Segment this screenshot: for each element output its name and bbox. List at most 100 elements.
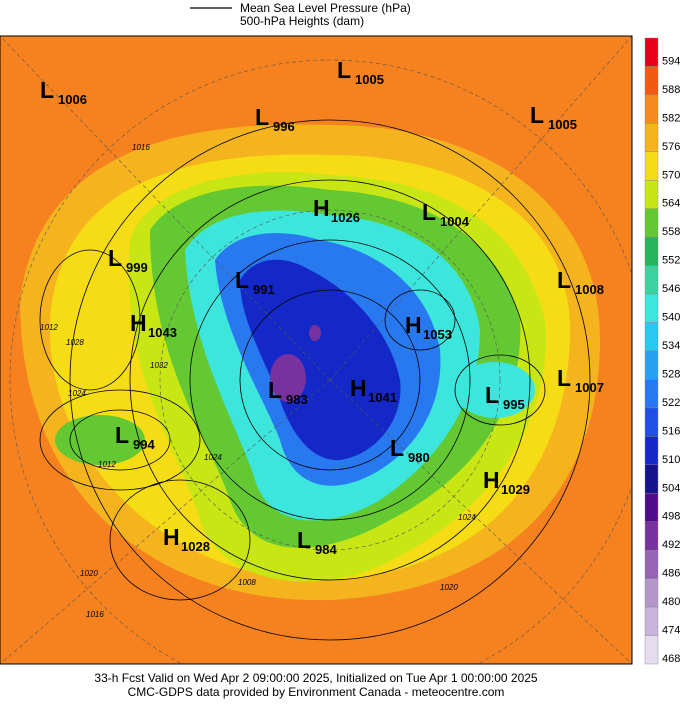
center-pressure: 1041 bbox=[368, 390, 397, 405]
colorbar-swatch bbox=[644, 180, 659, 209]
footer-text: CMC-GDPS data provided by Environment Ca… bbox=[128, 685, 505, 699]
colorbar-tick-label: 564 bbox=[662, 198, 680, 210]
center-letter: H bbox=[163, 524, 180, 550]
center-letter: L bbox=[108, 245, 122, 271]
colorbar-swatch bbox=[644, 493, 659, 522]
colorbar-swatch bbox=[644, 236, 659, 266]
center-letter: L bbox=[255, 104, 269, 130]
center-letter: H bbox=[313, 195, 330, 221]
center-pressure: 1007 bbox=[575, 380, 604, 395]
colorbar-tick-label: 576 bbox=[662, 141, 680, 153]
colorbar-tick-label: 552 bbox=[662, 255, 680, 267]
center-letter: H bbox=[483, 467, 500, 493]
center-pressure: 1053 bbox=[423, 327, 452, 342]
center-pressure: 994 bbox=[133, 437, 155, 452]
colorbar-swatch bbox=[644, 350, 659, 380]
isobar-label: 1032 bbox=[150, 361, 168, 370]
colorbar-tick-label: 546 bbox=[662, 283, 680, 295]
legend-text: Mean Sea Level Pressure (hPa) bbox=[240, 1, 411, 15]
legend-text: 500-hPa Heights (dam) bbox=[240, 14, 364, 28]
colorbar-tick-label: 492 bbox=[662, 539, 680, 551]
isobar-label: 1008 bbox=[238, 578, 256, 587]
colorbar-swatch bbox=[644, 635, 659, 665]
colorbar-swatch bbox=[644, 549, 659, 579]
colorbar-tick-label: 480 bbox=[662, 596, 680, 608]
center-letter: H bbox=[130, 310, 147, 336]
isobar-label: 1024 bbox=[68, 389, 86, 398]
center-pressure: 1008 bbox=[575, 282, 604, 297]
colorbar-tick-label: 528 bbox=[662, 368, 680, 380]
colorbar-swatch bbox=[644, 464, 659, 494]
colorbar-swatch bbox=[644, 521, 659, 551]
center-letter: H bbox=[405, 312, 422, 338]
colorbar-tick-label: 498 bbox=[662, 511, 680, 523]
colorbar-swatch bbox=[644, 322, 659, 352]
colorbar-tick-label: 474 bbox=[662, 625, 680, 637]
center-pressure: 1029 bbox=[501, 482, 530, 497]
colorbar-tick-label: 570 bbox=[662, 169, 680, 181]
map-fill bbox=[0, 36, 632, 664]
isobar-label: 1024 bbox=[458, 513, 476, 522]
colorbar-tick-label: 468 bbox=[662, 653, 680, 665]
colorbar-swatch bbox=[644, 94, 659, 124]
center-letter: L bbox=[337, 57, 351, 83]
colorbar-swatch bbox=[644, 606, 659, 636]
center-pressure: 1026 bbox=[331, 210, 360, 225]
center-letter: L bbox=[557, 365, 571, 391]
colorbar-swatch bbox=[644, 407, 659, 437]
center-letter: L bbox=[530, 102, 544, 128]
colorbar-swatch bbox=[644, 379, 659, 409]
center-letter: L bbox=[557, 267, 571, 293]
colorbar-swatch bbox=[644, 37, 659, 67]
colorbar-tick-label: 588 bbox=[662, 84, 680, 96]
center-pressure: 983 bbox=[286, 392, 308, 407]
isobar-label: 1020 bbox=[80, 569, 98, 578]
center-letter: H bbox=[350, 375, 367, 401]
colorbar-swatch bbox=[644, 436, 659, 466]
colorbar-tick-label: 534 bbox=[662, 340, 680, 352]
isobar-label: 1024 bbox=[204, 453, 222, 462]
center-letter: L bbox=[268, 377, 282, 403]
colorbar-tick-label: 582 bbox=[662, 112, 680, 124]
colorbar-swatch bbox=[644, 151, 659, 181]
colorbar-swatch bbox=[644, 66, 659, 96]
center-letter: L bbox=[422, 199, 436, 225]
center-letter: L bbox=[390, 435, 404, 461]
colorbar-tick-label: 522 bbox=[662, 397, 680, 409]
colorbar-tick-label: 504 bbox=[662, 482, 680, 494]
colorbar-tick-label: 540 bbox=[662, 312, 680, 324]
isobar-label: 1020 bbox=[440, 583, 458, 592]
isobar-label: 1016 bbox=[132, 143, 150, 152]
isobar-label: 1016 bbox=[86, 610, 104, 619]
center-letter: L bbox=[297, 527, 311, 553]
footer-text: 33-h Fcst Valid on Wed Apr 2 09:00:00 20… bbox=[94, 671, 538, 685]
center-pressure: 991 bbox=[253, 282, 275, 297]
colorbar-tick-label: 558 bbox=[662, 226, 680, 238]
center-pressure: 1043 bbox=[148, 325, 177, 340]
center-letter: L bbox=[115, 422, 129, 448]
center-pressure: 984 bbox=[315, 542, 337, 557]
colorbar-swatch bbox=[644, 123, 659, 153]
center-pressure: 1004 bbox=[440, 214, 470, 229]
map-frame bbox=[0, 35, 633, 665]
colorbar-tick-label: 486 bbox=[662, 568, 680, 580]
center-pressure: 996 bbox=[273, 119, 295, 134]
center-pressure: 1006 bbox=[58, 92, 87, 107]
center-pressure: 1005 bbox=[355, 72, 384, 87]
colorbar-swatch bbox=[644, 578, 659, 608]
center-pressure: 1005 bbox=[548, 117, 577, 132]
isobar-label: 1028 bbox=[66, 338, 84, 347]
center-pressure: 1028 bbox=[181, 539, 210, 554]
center-letter: L bbox=[40, 77, 54, 103]
colorbar-tick-label: 510 bbox=[662, 454, 680, 466]
center-pressure: 999 bbox=[126, 260, 148, 275]
center-letter: L bbox=[485, 382, 499, 408]
isobar-label: 1012 bbox=[40, 323, 58, 332]
colorbar-swatch bbox=[644, 293, 659, 323]
center-pressure: 980 bbox=[408, 450, 430, 465]
center-pressure: 995 bbox=[503, 397, 525, 412]
colorbar-swatch bbox=[644, 208, 659, 238]
center-letter: L bbox=[235, 267, 249, 293]
isobar-label: 1012 bbox=[98, 460, 116, 469]
